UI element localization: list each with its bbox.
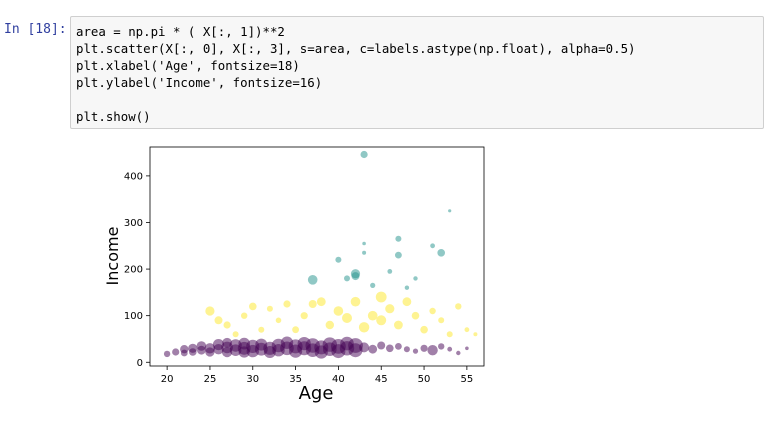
y-tick-label: 300	[124, 218, 143, 229]
data-point	[221, 346, 233, 358]
code-line-4: plt.ylabel('Income', fontsize=16)	[76, 75, 323, 90]
data-point	[223, 321, 231, 329]
data-point	[358, 322, 370, 333]
data-point	[394, 320, 403, 330]
data-point	[385, 304, 395, 314]
data-point	[370, 282, 376, 288]
plot-area	[149, 146, 485, 367]
data-point	[308, 300, 317, 308]
data-point	[362, 241, 366, 246]
data-point	[437, 249, 446, 257]
x-axis-ticks: 20 25 30 35 40 45 50 55	[161, 366, 473, 385]
x-tick-label: 55	[461, 374, 474, 385]
data-point	[448, 209, 452, 213]
data-point	[283, 300, 291, 308]
data-point	[325, 320, 334, 330]
y-tick-label: 0	[137, 358, 143, 369]
code-line-2: plt.scatter(X[:, 0], X[:, 3], s=area, c=…	[76, 41, 636, 56]
data-point	[180, 349, 188, 357]
x-tick-label: 40	[332, 374, 345, 385]
data-point	[413, 276, 418, 281]
data-point	[316, 297, 326, 307]
x-tick-label: 20	[161, 374, 174, 385]
x-axis-label: Age	[299, 383, 334, 404]
data-point	[455, 303, 462, 310]
data-point	[446, 331, 453, 338]
data-point	[213, 344, 224, 355]
data-point	[307, 275, 318, 285]
data-point	[342, 313, 352, 323]
data-point	[438, 343, 445, 350]
data-point	[412, 348, 419, 354]
y-axis-label: Income	[103, 227, 122, 286]
data-point	[395, 343, 402, 350]
data-point	[351, 272, 360, 281]
data-point	[427, 345, 438, 356]
data-point	[205, 306, 215, 316]
data-point	[333, 306, 344, 316]
data-point	[386, 344, 394, 353]
data-point	[387, 269, 393, 274]
data-point	[205, 347, 215, 357]
data-point	[300, 312, 308, 320]
data-point	[163, 350, 171, 358]
x-tick-label: 35	[289, 374, 302, 385]
cell-prompt: In [18]:	[4, 22, 67, 37]
data-point	[420, 325, 428, 334]
y-tick-label: 400	[124, 171, 143, 182]
code-cell[interactable]: area = np.pi * ( X[:, 1])**2 plt.scatter…	[70, 16, 764, 129]
data-point	[189, 348, 197, 356]
data-point	[438, 317, 445, 324]
data-point	[232, 331, 239, 338]
data-point	[429, 307, 436, 315]
data-point	[430, 243, 435, 249]
data-point	[359, 342, 370, 353]
x-tick-label: 50	[418, 374, 431, 385]
data-point	[402, 297, 412, 307]
data-point	[473, 332, 478, 337]
data-point	[375, 291, 387, 303]
data-point	[465, 346, 469, 351]
data-point	[362, 250, 367, 255]
data-point	[241, 312, 248, 319]
data-point	[344, 275, 350, 282]
y-axis-ticks: 0 100 200 300 400	[124, 171, 150, 369]
data-point	[214, 316, 223, 325]
data-point	[395, 251, 402, 259]
data-point	[258, 326, 265, 333]
data-point	[367, 310, 378, 321]
code-line-6: plt.show()	[76, 109, 151, 124]
scatter-chart: 20 25 30 35 40 45 50 55 0 100 200 300 400 Age Incom…	[103, 146, 485, 404]
x-tick-label: 25	[204, 374, 217, 385]
y-tick-label: 200	[124, 265, 143, 276]
data-point	[275, 317, 282, 324]
scatter-points	[163, 150, 478, 359]
data-point	[403, 346, 410, 353]
code-editor[interactable]: area = np.pi * ( X[:, 1])**2 plt.scatter…	[76, 23, 636, 125]
x-tick-label: 45	[375, 374, 388, 385]
data-point	[464, 327, 470, 333]
data-point	[377, 341, 386, 350]
data-point	[376, 315, 387, 326]
data-point	[348, 343, 363, 358]
data-point	[350, 296, 361, 307]
code-line-3: plt.xlabel('Age', fontsize=18)	[76, 58, 300, 73]
data-point	[249, 302, 257, 311]
data-point	[266, 305, 273, 312]
data-point	[368, 344, 378, 354]
y-tick-label: 100	[124, 311, 143, 322]
data-point	[420, 344, 428, 352]
data-point	[411, 311, 420, 320]
data-point	[172, 348, 180, 356]
data-point	[360, 150, 368, 159]
code-line-1: area = np.pi * ( X[:, 1])**2	[76, 24, 285, 39]
data-point	[456, 350, 461, 356]
data-point	[447, 346, 453, 352]
data-point	[196, 341, 207, 351]
data-point	[292, 326, 299, 334]
data-point	[395, 235, 402, 242]
data-point	[404, 285, 410, 290]
data-point	[335, 256, 342, 263]
x-tick-label: 30	[246, 374, 259, 385]
